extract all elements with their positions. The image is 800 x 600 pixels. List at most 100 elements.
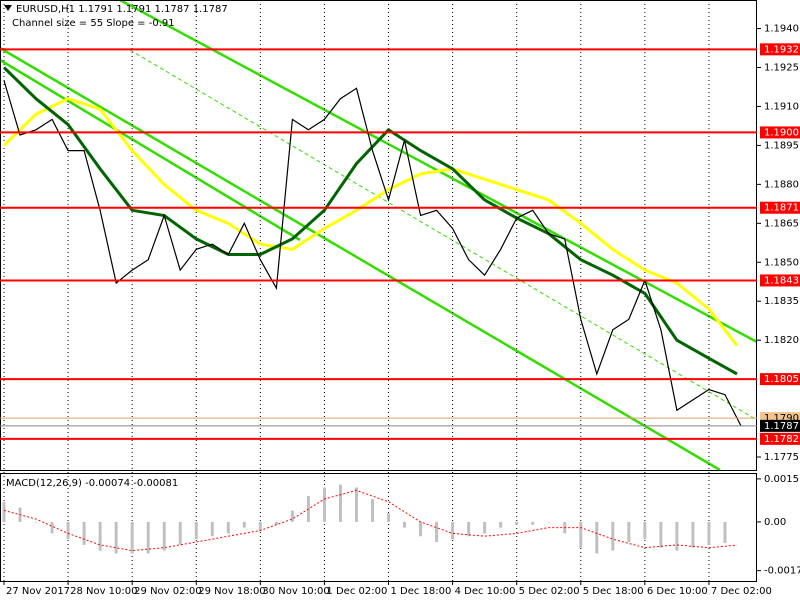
- macd-bar: [675, 521, 679, 551]
- macd-bar: [435, 521, 439, 542]
- y-tick-label: 1.1775: [764, 452, 799, 463]
- macd-bar: [242, 521, 246, 528]
- macd-bar: [66, 521, 70, 540]
- macd-bar: [547, 521, 551, 523]
- macd-bar: [290, 510, 294, 522]
- macd-bar: [50, 521, 54, 534]
- level-label-box: [760, 274, 800, 287]
- macd-bar: [611, 521, 615, 551]
- macd-bar: [274, 521, 278, 525]
- y-tick-label: 1.1895: [764, 140, 799, 151]
- y-tick-label: 1.1910: [764, 101, 799, 112]
- main-frame: [0, 0, 757, 471]
- x-tick-label: 30 Nov 10:00: [262, 586, 329, 597]
- level-label: 1.1805: [764, 374, 799, 385]
- macd-y-tick-label: 0.00: [764, 517, 786, 528]
- price-label-box: [760, 419, 800, 432]
- macd-bar: [370, 498, 374, 522]
- plot: [2, 0, 742, 581]
- channel: [0, 0, 758, 472]
- series-line: [2, 97, 739, 347]
- macd-bar: [387, 513, 391, 522]
- level-label-box: [760, 126, 800, 139]
- y-tick-label: 1.1940: [764, 24, 799, 35]
- y-tick-label: 1.1925: [764, 63, 799, 74]
- macd-bar: [130, 521, 134, 554]
- macd-bar: [2, 501, 6, 522]
- macd-bar: [595, 521, 599, 554]
- macd-bar: [146, 521, 150, 554]
- macd-bar: [579, 521, 583, 548]
- macd-bar: [723, 521, 727, 544]
- macd-bar: [451, 521, 455, 540]
- x-tick-label: 28 Nov 10:00: [70, 586, 137, 597]
- level-label-box: [760, 43, 800, 56]
- price-label: 1.1787: [764, 421, 799, 432]
- series-line: [3, 489, 738, 552]
- y-tick-label: 1.1835: [764, 296, 799, 307]
- chart-title: EURUSD,H1 1.1791 1.1791 1.1787 1.1787: [16, 4, 228, 15]
- channel-middle: [129, 49, 758, 421]
- macd-bar: [531, 521, 535, 525]
- collapse-icon[interactable]: [4, 5, 12, 11]
- x-tick-label: 4 Dec 10:00: [455, 586, 516, 597]
- macd-bar: [659, 521, 663, 548]
- macd-bar: [178, 521, 182, 545]
- macd-bar: [258, 521, 262, 531]
- macd-bar: [82, 521, 86, 545]
- macd-bar: [707, 521, 711, 545]
- macd-bar: [515, 521, 519, 525]
- macd-bar: [627, 521, 631, 542]
- y-tick-label: 1.1865: [764, 218, 799, 229]
- macd-bar: [643, 521, 647, 540]
- y-tick-label: 1.1820: [764, 335, 799, 346]
- x-tick-label: 29 Nov 02:00: [134, 586, 201, 597]
- price-label: 1.1790: [764, 413, 799, 424]
- macd-bar: [483, 521, 487, 534]
- x-tick-label: 7 Dec 02:00: [711, 586, 772, 597]
- macd-bar: [403, 521, 407, 528]
- macd-bar: [98, 521, 102, 551]
- level-label-box: [760, 432, 800, 445]
- x-tick-label: 5 Dec 02:00: [519, 586, 580, 597]
- channel-line: [0, 58, 301, 242]
- macd-bar: [354, 487, 358, 522]
- macd-bar: [34, 521, 38, 523]
- level-label-box: [760, 373, 800, 386]
- level-label: 1.1843: [764, 275, 799, 286]
- macd-bar: [210, 521, 214, 537]
- macd-label: MACD(12,26,9) -0.00074 -0.00081: [6, 478, 178, 489]
- macd-y-tick-label: 0.0015: [764, 474, 799, 485]
- level-label: 1.1871: [764, 203, 799, 214]
- x-tick-label: 27 Nov 2017: [6, 586, 70, 597]
- x-tick-label: 6 Dec 10:00: [647, 586, 708, 597]
- level-label: 1.1900: [764, 127, 799, 138]
- channel-lower: [0, 46, 721, 472]
- macd-bar: [691, 521, 695, 548]
- level-label: 1.1932: [764, 44, 799, 55]
- series-line: [3, 80, 742, 427]
- chart-subtitle: Channel size = 55 Slope = -0.91: [12, 18, 175, 29]
- macd-bar: [419, 521, 423, 537]
- macd-y-tick-label: -0.0017: [764, 566, 800, 577]
- x-tick-label: 1 Dec 18:00: [391, 586, 452, 597]
- x-tick-label: 5 Dec 18:00: [583, 586, 644, 597]
- macd-bar: [322, 487, 326, 522]
- level-label: 1.1782: [764, 434, 799, 445]
- macd-bar: [194, 521, 198, 540]
- macd-bar: [338, 484, 342, 522]
- x-tick-label: 1 Dec 02:00: [326, 586, 387, 597]
- y-tick-label: 1.1880: [764, 179, 799, 190]
- y-tick-label: 1.1850: [764, 257, 799, 268]
- x-tick-label: 29 Nov 18:00: [198, 586, 265, 597]
- macd-bar: [226, 521, 230, 534]
- series-line: [2, 66, 738, 376]
- macd-bar: [162, 521, 166, 551]
- macd-bar: [499, 521, 503, 528]
- macd-bar: [467, 521, 471, 537]
- level-label-box: [760, 201, 800, 214]
- macd-frame: [0, 473, 757, 582]
